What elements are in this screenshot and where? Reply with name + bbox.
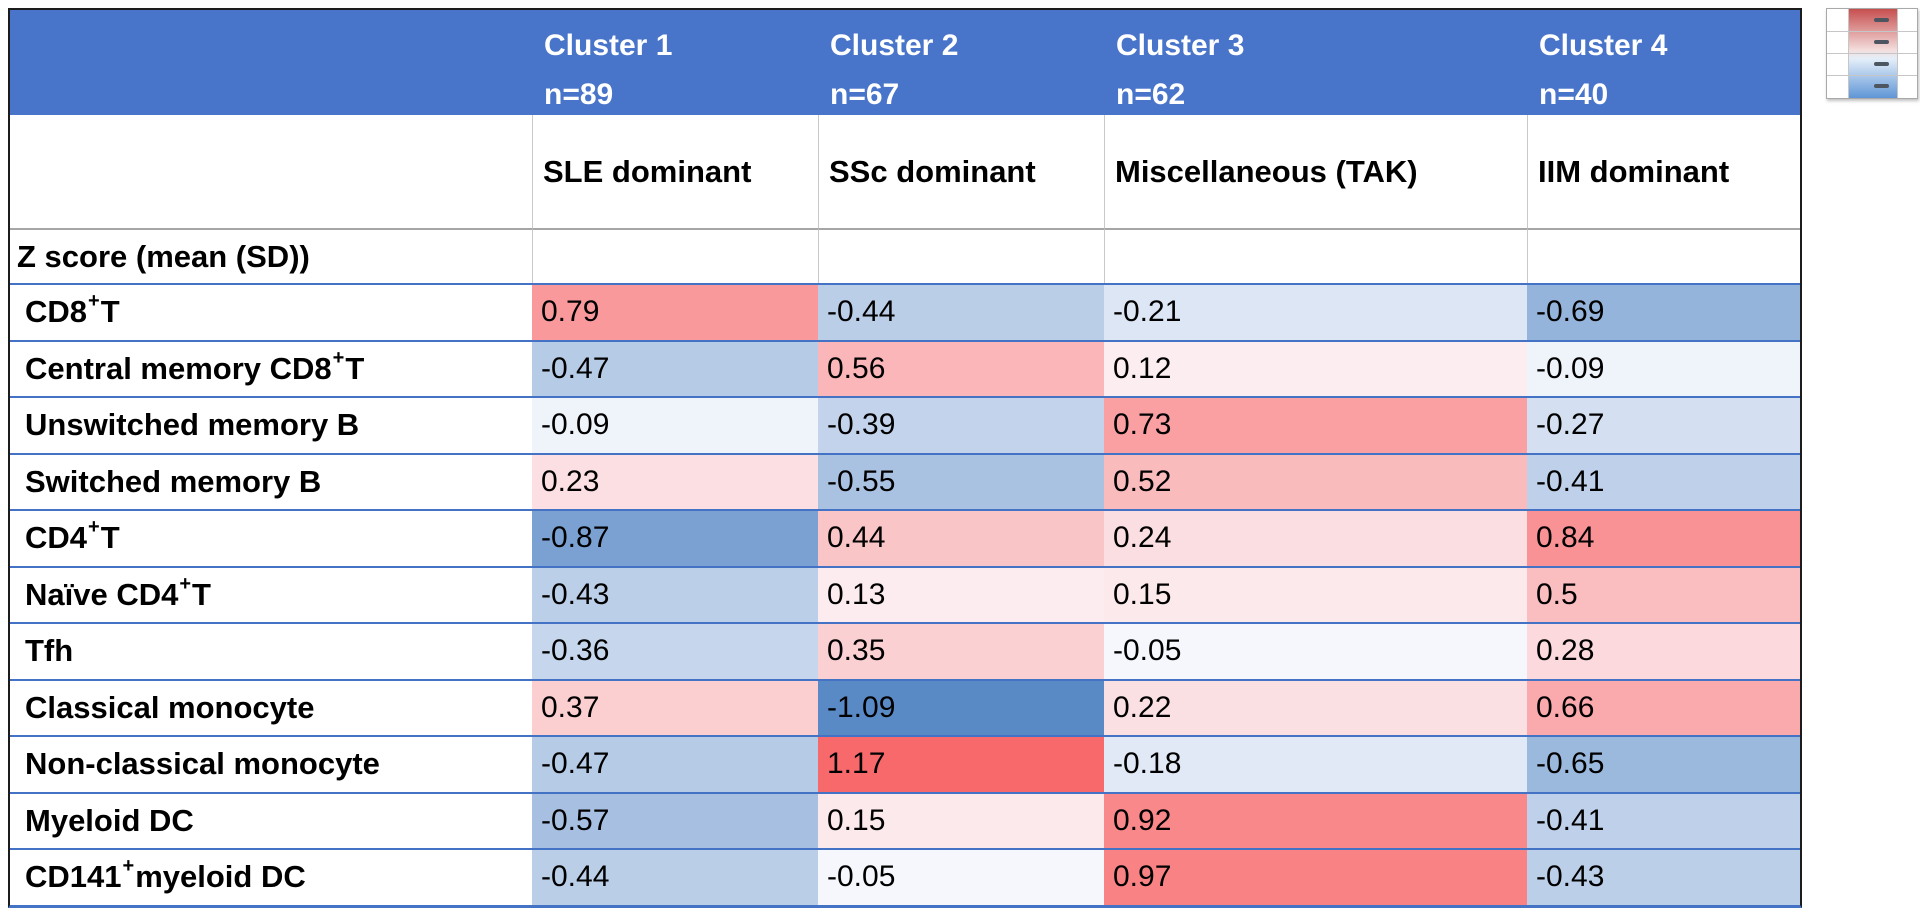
heatmap-value-cell: -0.47 [532, 735, 818, 792]
heatmap-value-cell: 0.35 [818, 622, 1104, 679]
heatmap-value-cell: -0.27 [1527, 396, 1800, 453]
cluster-name: Cluster 1 [544, 29, 673, 62]
heatmap-value-cell: 0.13 [818, 565, 1104, 622]
heatmap-value-cell: -0.36 [532, 622, 818, 679]
heatmap-value-cell: 0.5 [1527, 565, 1800, 622]
legend-gridline [1827, 75, 1917, 76]
heatmap-value-cell: -0.39 [818, 396, 1104, 453]
header-corner-cell [10, 10, 532, 115]
row-label-cell: Central memory CD8 + T [10, 339, 532, 396]
legend-dash-icon [1874, 18, 1889, 22]
row-label-cell: CD8 + T [10, 283, 532, 340]
legend-dash-icon [1874, 62, 1889, 66]
legend-dash-icon [1874, 40, 1889, 44]
zscore-empty-cell [818, 228, 1104, 283]
heatmap-value-cell: 0.44 [818, 509, 1104, 566]
zscore-empty-cell [532, 228, 818, 283]
cluster-header-cell: Cluster 2 n=67 [818, 10, 1104, 115]
heatmap-value-cell: -0.55 [818, 452, 1104, 509]
color-scale-legend-icon [1826, 8, 1918, 99]
zscore-empty-cell [1104, 228, 1527, 283]
heatmap-table: Cluster 1 n=89 Cluster 2 n=67 Cluster 3 n=62 C… [8, 8, 1802, 908]
heatmap-value-cell: 0.28 [1527, 622, 1800, 679]
heatmap-value-cell: 1.17 [818, 735, 1104, 792]
cluster-header-cell: Cluster 3 n=62 [1104, 10, 1527, 115]
cluster-name: Cluster 3 [1116, 29, 1245, 62]
heatmap-value-cell: 0.52 [1104, 452, 1527, 509]
heatmap-value-cell: -0.05 [1104, 622, 1527, 679]
heatmap-value-cell: -0.18 [1104, 735, 1527, 792]
cluster-n-count: n=89 [544, 78, 614, 111]
heatmap-value-cell: -0.57 [532, 791, 818, 848]
heatmap-value-cell: 0.24 [1104, 509, 1527, 566]
cluster-n-count: n=62 [1116, 78, 1186, 111]
heatmap-value-cell: -0.43 [532, 565, 818, 622]
heatmap-value-cell: -0.87 [532, 509, 818, 566]
heatmap-value-cell: 0.22 [1104, 678, 1527, 735]
zscore-section-label: Z score (mean (SD)) [10, 228, 532, 283]
cluster-n-count: n=40 [1539, 78, 1609, 111]
cluster-n-count: n=67 [830, 78, 900, 111]
heatmap-value-cell: -0.09 [532, 396, 818, 453]
heatmap-value-cell: 0.37 [532, 678, 818, 735]
legend-dash-icon [1874, 84, 1889, 88]
row-label-cell: CD4 + T [10, 509, 532, 566]
row-label-cell: Non-classical monocyte [10, 735, 532, 792]
legend-gridline [1827, 53, 1917, 54]
heatmap-value-cell: 0.66 [1527, 678, 1800, 735]
heatmap-value-cell: -0.21 [1104, 283, 1527, 340]
cluster-name: Cluster 2 [830, 29, 959, 62]
zscore-empty-cell [1527, 228, 1800, 283]
row-label-cell: Unswitched memory B [10, 396, 532, 453]
heatmap-value-cell: -0.47 [532, 339, 818, 396]
heatmap-value-cell: -0.43 [1527, 848, 1800, 905]
heatmap-value-cell: 0.23 [532, 452, 818, 509]
heatmap-value-cell: 0.15 [1104, 565, 1527, 622]
heatmap-value-cell: -0.05 [818, 848, 1104, 905]
heatmap-value-cell: -0.41 [1527, 791, 1800, 848]
heatmap-value-cell: 0.15 [818, 791, 1104, 848]
cluster-subtitle-cell: IIM dominant [1527, 115, 1800, 228]
row-label-cell: Myeloid DC [10, 791, 532, 848]
row-label-cell: CD141 + myeloid DC [10, 848, 532, 905]
heatmap-value-cell: -0.69 [1527, 283, 1800, 340]
heatmap-value-cell: -0.44 [818, 283, 1104, 340]
cluster-header-cell: Cluster 1 n=89 [532, 10, 818, 115]
heatmap-value-cell: 0.97 [1104, 848, 1527, 905]
cluster-subtitle-cell: Miscellaneous (TAK) [1104, 115, 1527, 228]
heatmap-value-cell: -0.41 [1527, 452, 1800, 509]
heatmap-value-cell: -0.09 [1527, 339, 1800, 396]
heatmap-value-cell: 0.84 [1527, 509, 1800, 566]
heatmap-value-cell: -1.09 [818, 678, 1104, 735]
heatmap-value-cell: 0.92 [1104, 791, 1527, 848]
row-label-cell: Classical monocyte [10, 678, 532, 735]
cluster-header-cell: Cluster 4 n=40 [1527, 10, 1800, 115]
heatmap-value-cell: 0.79 [532, 283, 818, 340]
heatmap-value-cell: 0.73 [1104, 396, 1527, 453]
cluster-subtitle-cell: SLE dominant [532, 115, 818, 228]
heatmap-value-cell: 0.56 [818, 339, 1104, 396]
cluster-subtitle-cell: SSc dominant [818, 115, 1104, 228]
row-label-cell: Tfh [10, 622, 532, 679]
subtitle-corner-cell [10, 115, 532, 228]
row-label-cell: Naïve CD4 + T [10, 565, 532, 622]
row-label-cell: Switched memory B [10, 452, 532, 509]
heatmap-value-cell: -0.65 [1527, 735, 1800, 792]
legend-gridline [1827, 31, 1917, 32]
cluster-name: Cluster 4 [1539, 29, 1668, 62]
heatmap-value-cell: -0.44 [532, 848, 818, 905]
heatmap-value-cell: 0.12 [1104, 339, 1527, 396]
